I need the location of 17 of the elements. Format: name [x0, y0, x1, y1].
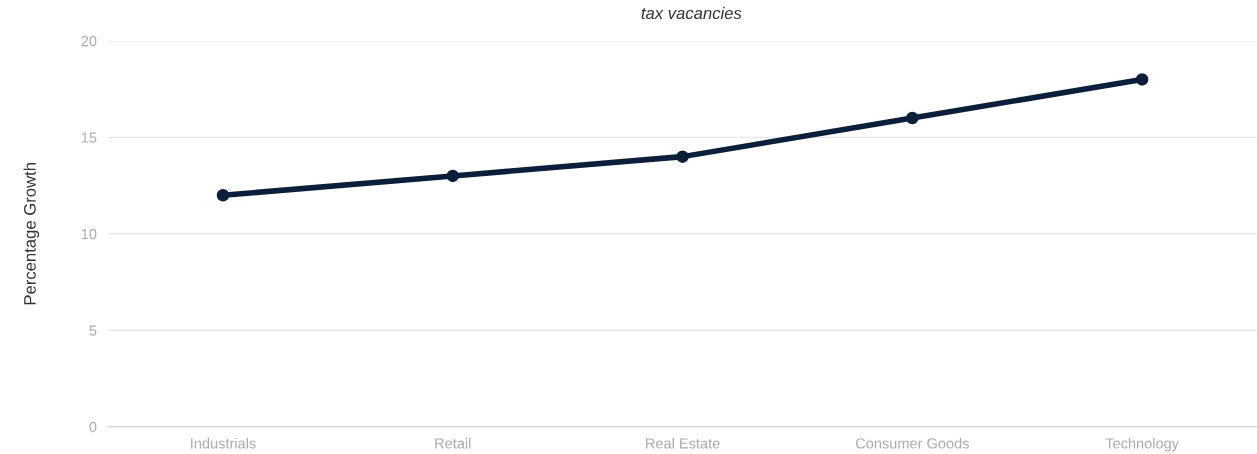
point [676, 150, 689, 163]
y-tick-label: 20 [81, 35, 97, 47]
point [906, 111, 919, 125]
x-tick-label: Industrials [191, 437, 256, 449]
point [446, 169, 460, 183]
chart-subtitle: tax vacancies [641, 6, 742, 20]
x-tick-label: Real Estate [646, 437, 720, 449]
y-tick-label: 15 [81, 132, 97, 143]
y-axis-title: Percentage Growth [23, 163, 40, 305]
y-tick-label: 10 [81, 228, 97, 240]
x-tick-label: Retail [435, 437, 471, 449]
x-tick-label: Consumer Goods [855, 437, 969, 449]
y-tick-label: 5 [89, 325, 97, 336]
y-tick-label: 0 [89, 421, 97, 433]
point [1135, 73, 1149, 86]
x-tick-label: Technology [1105, 437, 1179, 452]
point [216, 188, 230, 202]
